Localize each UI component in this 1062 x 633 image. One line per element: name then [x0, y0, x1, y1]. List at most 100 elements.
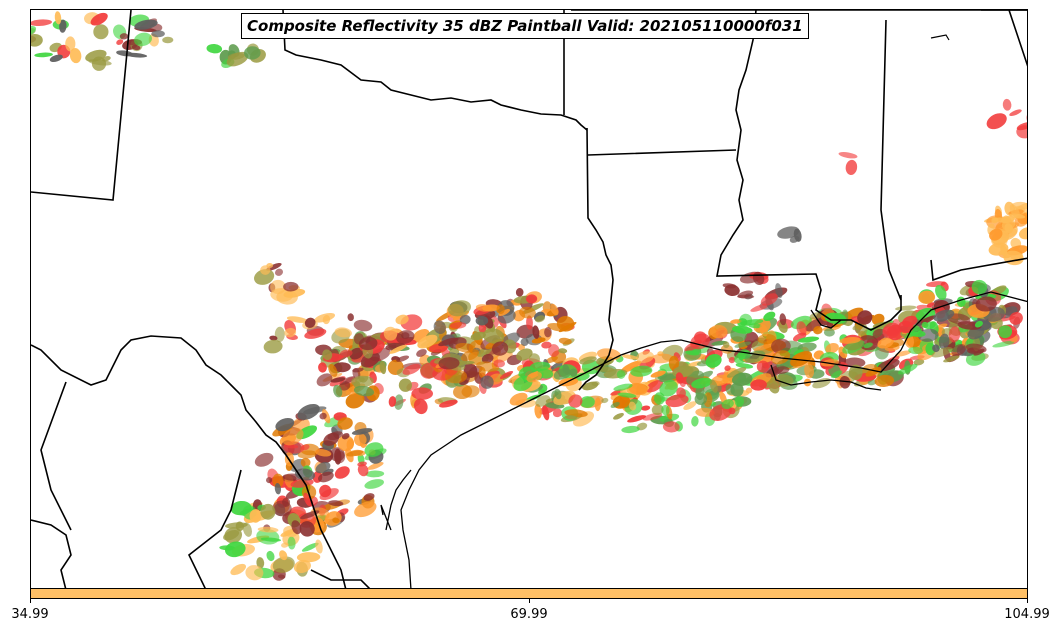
- reflectivity-blob: [316, 373, 333, 387]
- reflectivity-blob: [591, 381, 600, 387]
- reflectivity-blob: [737, 290, 754, 299]
- reflectivity-blob: [318, 471, 334, 483]
- reflectivity-blob: [151, 30, 165, 38]
- coastline: [380, 34, 1027, 588]
- reflectivity-blob: [516, 348, 533, 361]
- colorbar-label-max: 104.99: [1004, 607, 1050, 622]
- reflectivity-blob: [526, 315, 533, 330]
- reflectivity-blob: [986, 113, 1007, 130]
- reflectivity-blob: [461, 349, 479, 362]
- reflectivity-blob: [691, 416, 699, 427]
- reflectivity-blob: [476, 361, 500, 372]
- reflectivity-blob: [721, 399, 734, 409]
- reflectivity-blob: [849, 364, 863, 381]
- boundary-al-fl: [930, 257, 1027, 282]
- reflectivity-blob: [499, 371, 514, 379]
- reflectivity-blob: [491, 341, 509, 356]
- reflectivity-blob: [291, 520, 302, 535]
- reflectivity-blob: [730, 319, 742, 324]
- reflectivity-blob: [775, 283, 783, 299]
- mississippi-river: [716, 10, 902, 331]
- reflectivity-blob: [447, 300, 472, 317]
- reflectivity-blob: [266, 477, 273, 484]
- rio-grande: [31, 335, 347, 588]
- reflectivity-blob: [314, 449, 332, 457]
- reflectivity-blob: [266, 550, 275, 562]
- reflectivity-blob: [244, 46, 261, 60]
- reflectivity-blob: [493, 359, 505, 368]
- reflectivity-blob: [31, 33, 43, 47]
- reflectivity-blob: [328, 363, 338, 377]
- reflectivity-blob: [206, 43, 223, 54]
- reflectivity-blob: [620, 360, 642, 373]
- reflectivity-blob: [162, 36, 174, 44]
- reflectivity-blob: [574, 372, 590, 381]
- reflectivity-blob: [411, 387, 434, 400]
- colorbar-tick-min: [30, 599, 31, 603]
- reflectivity-blob: [225, 541, 246, 558]
- reflectivity-blob: [759, 324, 768, 337]
- reflectivity-blob: [282, 427, 304, 446]
- reflectivity-blob: [675, 372, 684, 384]
- reflectivity-blob: [722, 341, 730, 348]
- reflectivity-blob: [482, 328, 505, 344]
- reflectivity-blob: [839, 376, 851, 389]
- reflectivity-blob: [347, 313, 354, 322]
- reflectivity-blob: [449, 322, 467, 329]
- reflectivity-blob: [552, 408, 563, 418]
- reflectivity-blob: [333, 362, 351, 373]
- reflectivity-blob: [335, 451, 346, 464]
- reflectivity-blob: [346, 438, 355, 450]
- reflectivity-blob: [341, 433, 350, 440]
- reflectivity-blob: [1018, 227, 1027, 240]
- reflectivity-blob: [301, 542, 319, 552]
- reflectivity-blob: [734, 396, 745, 407]
- reflectivity-blob: [1009, 204, 1021, 219]
- colorbar-tick-mid: [529, 599, 530, 603]
- reflectivity-blob: [90, 12, 108, 26]
- reflectivity-blob: [877, 337, 894, 349]
- colorbar-label-min: 34.99: [11, 607, 49, 622]
- reflectivity-blob: [303, 492, 311, 506]
- reflectivity-blob: [613, 412, 624, 420]
- reflectivity-blob: [965, 343, 987, 354]
- reflectivity-blob: [275, 417, 295, 432]
- reflectivity-blob: [287, 536, 296, 550]
- reflectivity-blob: [328, 500, 344, 507]
- reflectivity-blob: [558, 337, 572, 345]
- reflectivity-blob: [932, 344, 940, 353]
- reflectivity-blob: [230, 563, 247, 576]
- reflectivity-blob: [393, 394, 404, 410]
- reflectivity-blob: [838, 151, 858, 159]
- reflectivity-blob: [396, 355, 410, 362]
- reflectivity-blob: [416, 349, 427, 357]
- reflectivity-blob: [363, 493, 375, 501]
- mexico-state-line-2: [40, 381, 72, 531]
- reflectivity-blob: [481, 353, 494, 364]
- reflectivity-blob: [685, 350, 700, 356]
- reflectivity-blob: [613, 383, 633, 391]
- colorbar-label-mid: 69.99: [510, 607, 548, 622]
- reflectivity-blob: [579, 396, 595, 408]
- reflectivity-blob: [661, 404, 670, 416]
- reflectivity-blob: [898, 320, 914, 334]
- reflectivity-blob: [705, 353, 722, 368]
- reflectivity-blob: [349, 347, 364, 360]
- reflectivity-blob: [649, 353, 673, 364]
- boundary-ok-tx: [282, 10, 588, 131]
- reflectivity-blob: [691, 377, 713, 389]
- reflectivity-blob: [515, 288, 524, 297]
- reflectivity-blob: [225, 522, 248, 529]
- reflectivity-blob: [694, 392, 707, 406]
- reflectivity-blob: [351, 428, 373, 435]
- reflectivity-blob: [842, 340, 865, 354]
- reflectivity-blob: [260, 265, 271, 275]
- reflectivity-blob: [843, 357, 866, 368]
- reflectivity-blob: [913, 358, 925, 366]
- state-boundaries: [31, 10, 1027, 588]
- reflectivity-blob: [750, 379, 767, 391]
- reflectivity-blob: [439, 399, 458, 408]
- reflectivity-blob: [257, 526, 279, 533]
- reflectivity-blob: [895, 305, 917, 311]
- reflectivity-blob: [645, 380, 664, 393]
